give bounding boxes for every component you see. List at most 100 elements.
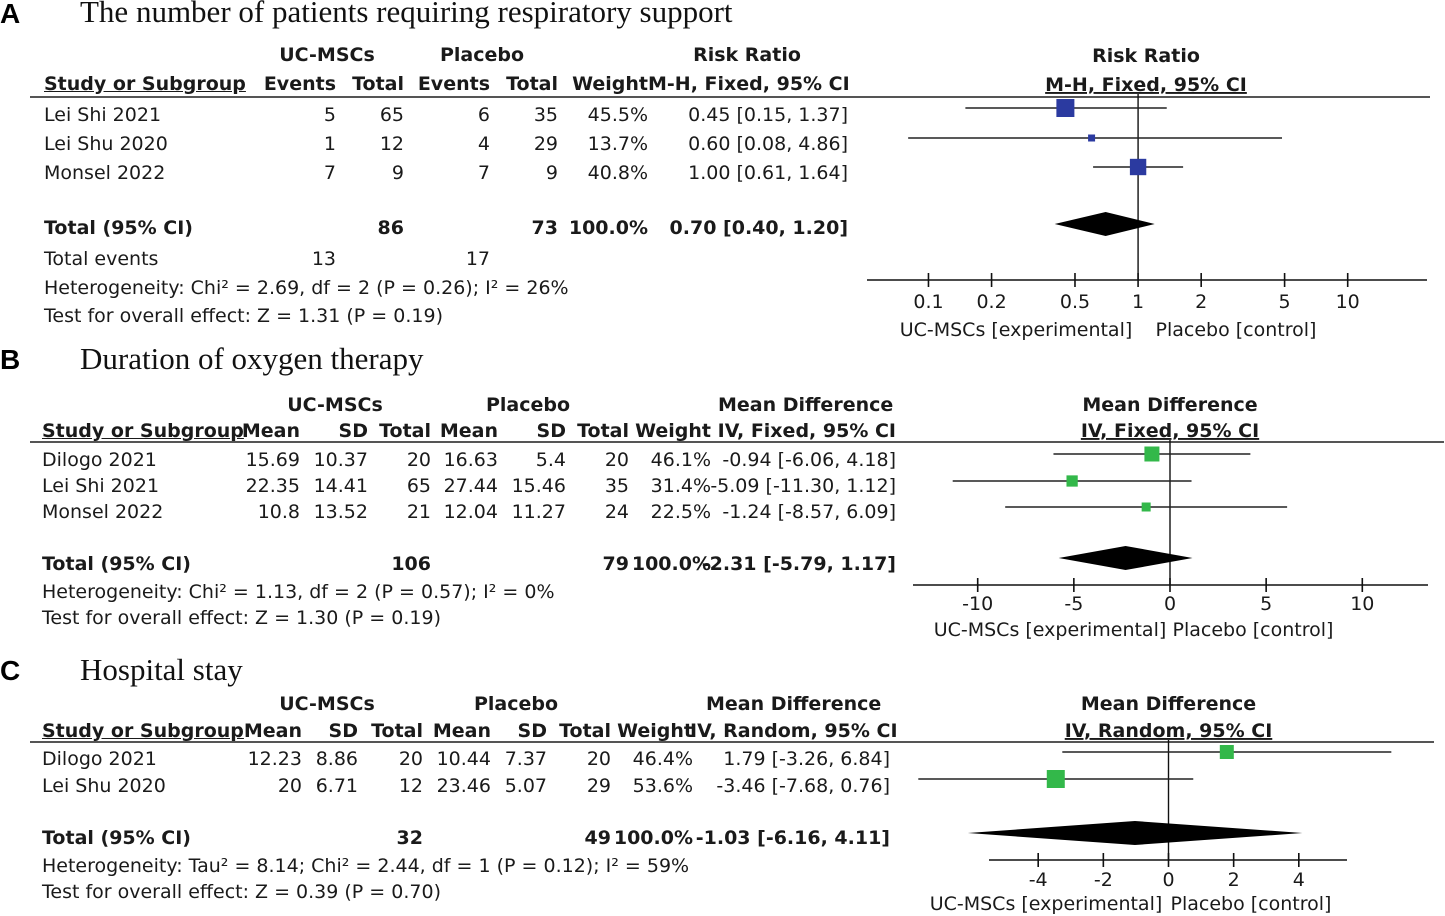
forest-3-tick-label: 0 xyxy=(1162,869,1174,891)
events-exp: 7 xyxy=(323,162,336,184)
total-exp: 21 xyxy=(406,501,431,523)
panel-c-col-mean-exp: Mean xyxy=(243,720,302,742)
panel-c-total-label: Total (95% CI) xyxy=(42,827,191,849)
weight: 45.5% xyxy=(587,104,648,126)
forest-3-title: Mean Difference xyxy=(1081,693,1256,715)
events-exp: 1 xyxy=(323,133,336,155)
panel-b-total-ci: -2.31 [-5.79, 1.17] xyxy=(701,553,896,575)
panel-b-col-total-exp: Total xyxy=(379,420,431,442)
total-exp: 65 xyxy=(379,104,404,126)
panel-a-header-rule xyxy=(30,96,1430,98)
panel-c-col-total-exp: Total xyxy=(371,720,423,742)
forest-1-label-control: Placebo [control] xyxy=(1156,319,1317,341)
panel-b-col-mean-exp: Mean xyxy=(241,420,300,442)
forest-2-tick-label: 0 xyxy=(1164,593,1176,615)
panel-a-overall-effect: Test for overall effect: Z = 1.31 (P = 0… xyxy=(44,305,443,327)
panel-b-letter: B xyxy=(0,344,21,375)
study-name: Dilogo 2021 xyxy=(42,449,157,471)
panel-a-group-placebo: Placebo xyxy=(439,44,525,66)
panel-a-events-ctl: 17 xyxy=(465,248,490,270)
panel-a-events-exp: 13 xyxy=(311,248,336,270)
panel-c-heterogeneity: Heterogeneity: Tau² = 8.14; Chi² = 2.44,… xyxy=(42,855,690,877)
forest-3-study-marker xyxy=(1046,770,1065,788)
total-ctl: 20 xyxy=(604,449,629,471)
panel-b-col-ci: IV, Fixed, 95% CI xyxy=(717,420,896,442)
sd-ctl: 15.46 xyxy=(511,475,566,497)
forest-3-tick-label: -4 xyxy=(1029,869,1048,891)
panel-b-col-mean-ctl: Mean xyxy=(439,420,498,442)
total-ctl: 35 xyxy=(533,104,558,126)
panel-b-col-sd-ctl: SD xyxy=(536,420,566,442)
effect-ci: 0.60 [0.08, 4.86] xyxy=(688,133,848,155)
events-exp: 5 xyxy=(323,104,336,126)
panel-b-group-effect: Mean Difference xyxy=(718,394,894,416)
panel-c-total-ci: -1.03 [-6.16, 4.11] xyxy=(695,827,890,849)
forest-2-tick-label: -10 xyxy=(962,593,993,615)
forest-3-label-experimental: UC-MSCs [experimental] xyxy=(930,893,1163,915)
sd-exp: 8.86 xyxy=(315,748,358,770)
forest-2-tick-label: -5 xyxy=(1064,593,1083,615)
study-name: Monsel 2022 xyxy=(42,501,164,523)
total-exp: 65 xyxy=(406,475,431,497)
study-name: Lei Shu 2020 xyxy=(44,133,168,155)
total-ctl: 9 xyxy=(545,162,558,184)
forest-1-pooled-diamond xyxy=(1054,212,1155,236)
total-ctl: 24 xyxy=(604,501,629,523)
forest-1-title: Risk Ratio xyxy=(1092,45,1200,67)
forest-3-tick-label: 4 xyxy=(1293,869,1305,891)
weight: 40.8% xyxy=(587,162,648,184)
effect-ci: 0.45 [0.15, 1.37] xyxy=(688,104,848,126)
panel-a-total-weight: 100.0% xyxy=(568,217,648,239)
panel-c-title: Hospital stay xyxy=(80,652,243,687)
mean-exp: 15.69 xyxy=(245,449,300,471)
forest-3-study-marker xyxy=(1219,745,1234,759)
panel-a-col-events-ctl: Events xyxy=(417,73,490,95)
events-ctl: 4 xyxy=(477,133,490,155)
panel-c-col-weight: Weight xyxy=(617,720,693,742)
sd-exp: 13.52 xyxy=(313,501,368,523)
mean-exp: 20 xyxy=(277,775,302,797)
mean-exp: 22.35 xyxy=(245,475,300,497)
forest-1-tick-label: 0.2 xyxy=(976,291,1006,313)
forest-1-label-experimental: UC-MSCs [experimental] xyxy=(900,319,1133,341)
forest-3-label-control: Placebo [control] xyxy=(1171,893,1332,915)
total-exp: 12 xyxy=(379,133,404,155)
panel-c-letter: C xyxy=(0,655,21,686)
forest-2-label-experimental: UC-MSCs [experimental] xyxy=(934,619,1167,641)
panel-a-total-label: Total (95% CI) xyxy=(44,217,193,239)
effect-ci: -5.09 [-11.30, 1.12] xyxy=(710,475,896,497)
panel-c-overall-effect: Test for overall effect: Z = 0.39 (P = 0… xyxy=(42,881,441,903)
total-ctl: 29 xyxy=(533,133,558,155)
mean-ctl: 10.44 xyxy=(436,748,491,770)
forest-1-study-marker xyxy=(1088,134,1096,142)
total-exp: 9 xyxy=(391,162,404,184)
mean-exp: 12.23 xyxy=(247,748,302,770)
panel-c-total-weight: 100.0% xyxy=(613,827,693,849)
total-exp: 12 xyxy=(398,775,423,797)
forest-1-study-marker xyxy=(1129,158,1147,176)
panel-a-col-events-exp: Events xyxy=(263,73,336,95)
effect-ci: 1.00 [0.61, 1.64] xyxy=(688,162,848,184)
panel-c-total-exp: 32 xyxy=(396,827,423,849)
forest-2-study-marker xyxy=(1141,502,1151,512)
panel-a-col-study: Study or Subgroup xyxy=(44,73,246,95)
panel-c-col-ci: IV, Random, 95% CI xyxy=(690,720,898,742)
panel-c-col-sd-exp: SD xyxy=(328,720,358,742)
panel-c-col-mean-ctl: Mean xyxy=(432,720,491,742)
panel-a-heterogeneity: Heterogeneity: Chi² = 2.69, df = 2 (P = … xyxy=(44,277,569,299)
panel-b-title: Duration of oxygen therapy xyxy=(80,341,424,376)
mean-ctl: 23.46 xyxy=(436,775,491,797)
study-name: Monsel 2022 xyxy=(44,162,166,184)
panel-c-header-rule xyxy=(30,741,1434,743)
panel-a-group-uc: UC-MSCs xyxy=(279,44,375,66)
sd-exp: 10.37 xyxy=(313,449,368,471)
weight: 22.5% xyxy=(650,501,711,523)
weight: 46.1% xyxy=(650,449,711,471)
effect-ci: 1.79 [-3.26, 6.84] xyxy=(723,748,890,770)
panel-a-events-label: Total events xyxy=(44,248,159,270)
mean-ctl: 12.04 xyxy=(443,501,498,523)
effect-ci: -0.94 [-6.06, 4.18] xyxy=(722,449,896,471)
sd-exp: 14.41 xyxy=(313,475,368,497)
sd-exp: 6.71 xyxy=(315,775,358,797)
